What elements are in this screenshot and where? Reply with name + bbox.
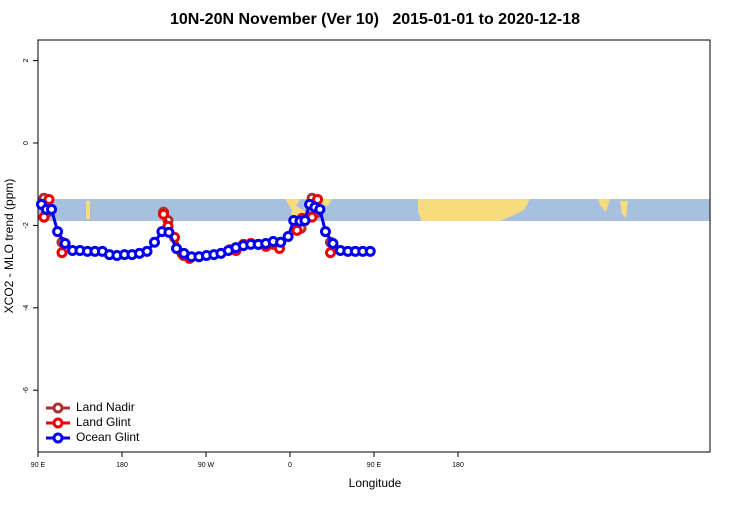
data-point	[141, 245, 153, 257]
data-point	[59, 238, 71, 250]
y-axis-label: XCO2 - MLO trend (ppm)	[2, 179, 16, 314]
legend-marker	[52, 402, 64, 414]
data-point	[148, 236, 160, 248]
data-point	[163, 226, 175, 238]
data-point	[291, 224, 303, 236]
data-point	[327, 238, 339, 250]
y-tick-label: -6	[23, 387, 30, 393]
x-tick-label: 90 E	[367, 462, 382, 469]
y-tick-label: -2	[23, 222, 30, 228]
data-point	[46, 203, 58, 215]
plot-frame	[37, 39, 711, 453]
y-tick-label: 0	[23, 141, 30, 145]
y-tick-label: 2	[23, 59, 30, 63]
data-point	[299, 214, 311, 226]
data-point	[364, 245, 376, 257]
data-point	[319, 226, 331, 238]
data-point	[325, 247, 337, 259]
legend-label: Land Nadir	[76, 400, 135, 414]
data-point	[282, 231, 294, 243]
data-point	[52, 226, 64, 238]
data-point	[56, 247, 68, 259]
x-tick-label: 180	[452, 462, 464, 469]
x-tick-label: 90 E	[31, 462, 46, 469]
legend-label: Land Glint	[76, 415, 131, 429]
legend-marker	[52, 432, 64, 444]
data-point	[158, 208, 170, 220]
data-point	[275, 236, 287, 248]
legend-label: Ocean Glint	[76, 430, 140, 444]
y-tick-label: -4	[23, 305, 30, 311]
data-point	[43, 193, 55, 205]
legend-marker	[52, 417, 64, 429]
data-point	[171, 242, 183, 254]
x-axis-label: Longitude	[349, 476, 402, 490]
chart-title: 10N-20N November (Ver 10) 2015-01-01 to …	[170, 11, 580, 28]
x-tick-label: 180	[116, 462, 128, 469]
map-strip	[38, 199, 710, 221]
x-tick-label: 0	[288, 462, 292, 469]
x-tick-label: 90 W	[198, 462, 215, 469]
data-point	[314, 203, 326, 215]
